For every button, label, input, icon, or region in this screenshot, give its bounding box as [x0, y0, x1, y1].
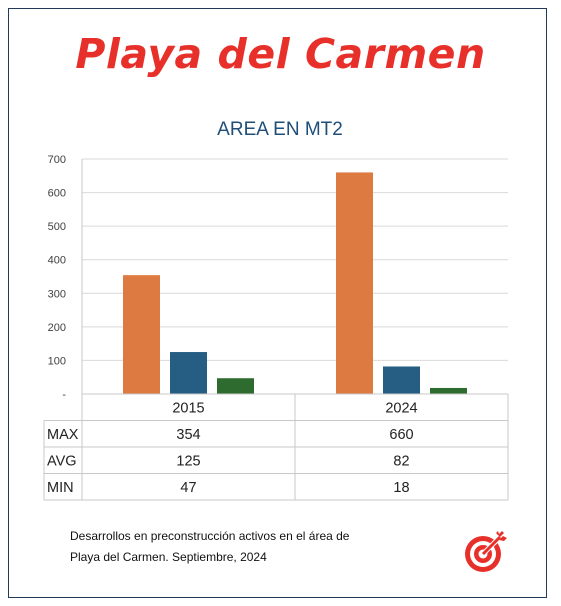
series-label-avg: AVG [47, 454, 77, 470]
y-axis-ticks: - 100 200 300 400 500 600 700 [48, 154, 67, 401]
bar-max-2024 [336, 172, 373, 394]
headline: Playa del Carmen [75, 30, 486, 78]
y-tick-label: 100 [48, 355, 66, 367]
bars [123, 172, 467, 394]
bar-min-2015 [217, 378, 254, 394]
y-tick-label: 400 [48, 255, 66, 267]
data-label: 82 [393, 454, 409, 470]
series-label-max: MAX [47, 427, 79, 443]
category-label: 2015 [172, 401, 204, 417]
category-label: 2024 [385, 401, 417, 417]
y-tick-label: - [62, 389, 66, 401]
chart-title: AREA EN MT2 [217, 119, 343, 140]
data-label: 18 [393, 480, 409, 496]
bar-max-2015 [123, 275, 160, 394]
bar-avg-2015 [170, 352, 207, 394]
y-tick-label: 300 [48, 288, 66, 300]
data-label: 125 [176, 454, 200, 470]
data-label: 47 [180, 480, 196, 496]
y-tick-label: 200 [48, 322, 66, 334]
target-arrow-icon [462, 528, 510, 576]
data-label: 660 [389, 427, 413, 443]
caption-line-1: Desarrollos en preconstrucción activos e… [70, 529, 350, 543]
bar-min-2024 [430, 387, 467, 394]
caption-line-2: Playa del Carmen. Septiembre, 2024 [70, 550, 267, 564]
caption: Desarrollos en preconstrucción activos e… [70, 526, 410, 568]
series-label-min: MIN [47, 480, 74, 496]
data-table: 2015 2024 MAX 354 660 AVG 125 82 MIN 47 18 [43, 159, 509, 501]
bar-avg-2024 [383, 366, 420, 394]
y-tick-label: 500 [48, 221, 66, 233]
y-tick-label: 700 [48, 154, 66, 166]
y-tick-label: 600 [48, 188, 66, 200]
data-label: 354 [176, 427, 200, 443]
